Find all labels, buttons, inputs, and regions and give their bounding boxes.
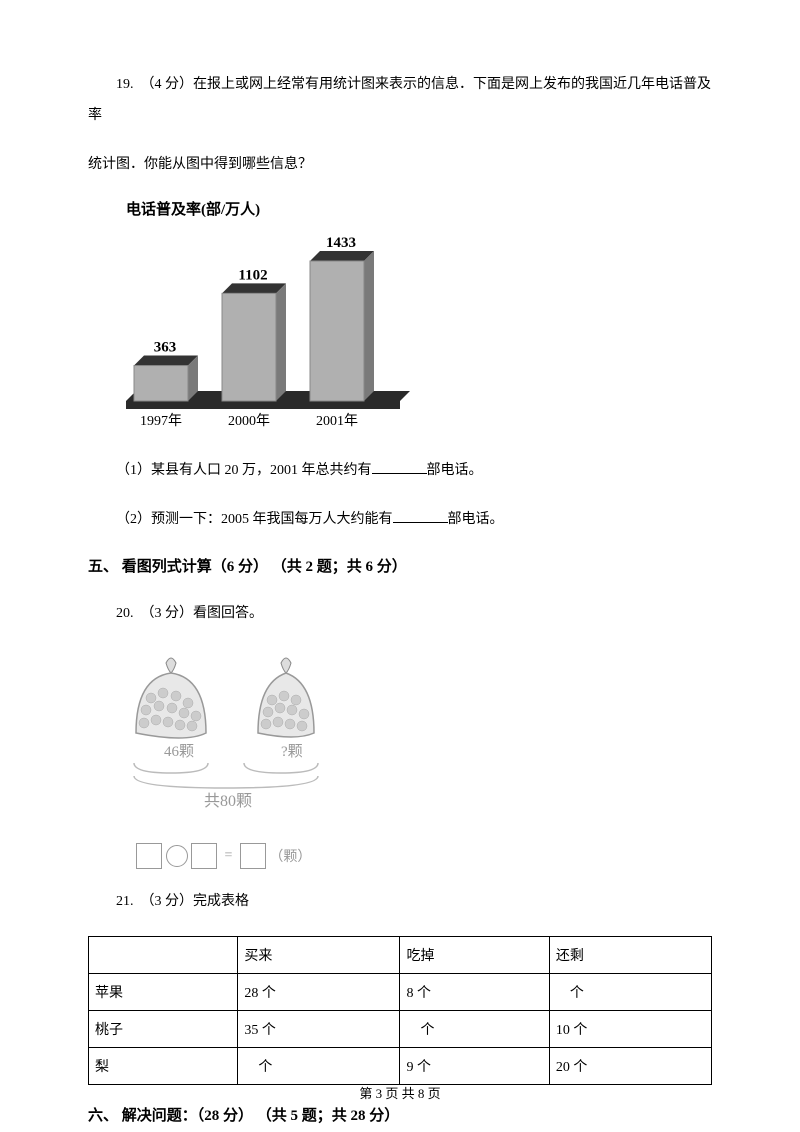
bag1-label: 46颗 xyxy=(164,744,194,760)
equation-box-1[interactable] xyxy=(136,843,162,869)
q19-sub2: （2）预测一下：2005 年我国每万人大约能有 部电话。 xyxy=(88,505,712,536)
total-label: 共80颗 xyxy=(204,792,252,810)
table-cell: 35 个 xyxy=(238,1010,400,1047)
bar-chart-svg: 363 1997年 1102 2000年 1433 2001年 xyxy=(116,223,416,433)
table-cell: 8 个 xyxy=(400,973,549,1010)
q19-sub1-b: 部电话。 xyxy=(427,463,483,478)
table-header-cell: 吃掉 xyxy=(400,936,549,973)
equation-unit: （颗） xyxy=(269,850,311,865)
table-cell: 28 个 xyxy=(238,973,400,1010)
svg-text:2001年: 2001年 xyxy=(316,413,358,429)
q20-figure: 46颗 ?颗 共80颗 = （颗） xyxy=(116,648,712,869)
q19-sub1-blank[interactable] xyxy=(372,460,427,474)
table-row: 桃子35 个 个10 个 xyxy=(89,1010,712,1047)
table-cell: 梨 xyxy=(89,1047,238,1084)
svg-text:363: 363 xyxy=(154,340,177,356)
q19-sub1: （1）某县有人口 20 万，2001 年总共约有 部电话。 xyxy=(88,456,712,487)
bags-svg: 46颗 ?颗 共80颗 xyxy=(116,648,376,838)
table-row: 苹果28 个8 个 个 xyxy=(89,973,712,1010)
svg-text:1997年: 1997年 xyxy=(140,413,182,429)
table-cell: 苹果 xyxy=(89,973,238,1010)
table-cell: 个 xyxy=(400,1010,549,1047)
q19-sub1-a: （1）某县有人口 20 万，2001 年总共约有 xyxy=(116,463,372,478)
svg-text:2000年: 2000年 xyxy=(228,413,270,429)
table-header-cell xyxy=(89,936,238,973)
table-header-cell: 买来 xyxy=(238,936,400,973)
bag2-label: ?颗 xyxy=(281,744,303,760)
table-cell: 10 个 xyxy=(549,1010,711,1047)
q19-prefix: 19. （4 分） xyxy=(116,77,193,92)
page-footer: 第 3 页 共 8 页 xyxy=(0,1083,800,1102)
q19-sub2-a: （2）预测一下：2005 年我国每万人大约能有 xyxy=(116,512,393,527)
equation-op[interactable] xyxy=(166,845,188,867)
equation-row: = （颗） xyxy=(136,843,712,869)
section-5-heading: 五、 看图列式计算（6 分） （共 2 题；共 6 分） xyxy=(88,554,712,581)
bag1-group xyxy=(136,658,206,738)
equation-box-3[interactable] xyxy=(240,843,266,869)
chart-title: 电话普及率(部/万人) xyxy=(126,198,712,219)
footer-a: 第 xyxy=(359,1086,375,1101)
q21-text: 21. （3 分）完成表格 xyxy=(88,887,712,918)
q19-line1: 19. （4 分）在报上或网上经常有用统计图来表示的信息．下面是网上发布的我国近… xyxy=(88,70,712,132)
svg-text:1102: 1102 xyxy=(238,268,267,284)
q20-text: 20. （3 分）看图回答。 xyxy=(88,599,712,630)
q19-line2: 统计图．你能从图中得到哪些信息？ xyxy=(88,150,712,181)
phone-rate-chart: 电话普及率(部/万人) 363 1997年 1102 2000年 1433 2001年 xyxy=(116,198,712,438)
table-cell: 个 xyxy=(549,973,711,1010)
table-cell: 桃子 xyxy=(89,1010,238,1047)
footer-b: 页 共 xyxy=(382,1086,418,1101)
q21-table: 买来吃掉还剩苹果28 个8 个 个桃子35 个 个10 个梨 个9 个20 个 xyxy=(88,936,712,1085)
equation-box-2[interactable] xyxy=(191,843,217,869)
table-cell: 个 xyxy=(238,1047,400,1084)
table-header-cell: 还剩 xyxy=(549,936,711,973)
section-6-heading: 六、 解决问题：（28 分） （共 5 题；共 28 分） xyxy=(88,1103,712,1130)
table-cell: 20 个 xyxy=(549,1047,711,1084)
bag2-group xyxy=(258,658,314,737)
table-row: 梨 个9 个20 个 xyxy=(89,1047,712,1084)
table-cell: 9 个 xyxy=(400,1047,549,1084)
footer-c: 页 xyxy=(424,1086,440,1101)
q19-sub2-blank[interactable] xyxy=(393,509,448,523)
svg-text:1433: 1433 xyxy=(326,235,356,251)
equation-eq: = xyxy=(225,848,233,863)
q19-sub2-b: 部电话。 xyxy=(448,512,504,527)
